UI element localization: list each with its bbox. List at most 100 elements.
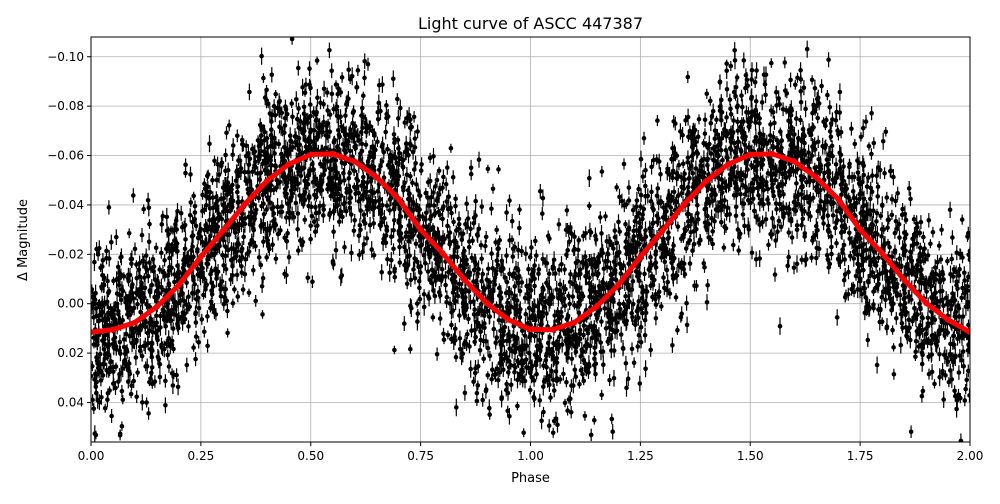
data-point [137,348,143,354]
data-point [572,344,578,349]
data-point [894,281,900,287]
data-point [255,171,260,176]
data-point [383,233,389,238]
data-point [517,207,522,212]
data-point [776,96,781,101]
data-point [631,237,636,243]
data-point [331,209,336,214]
data-point [252,216,257,222]
data-point [308,85,313,91]
data-point [485,345,491,351]
data-point [871,140,877,146]
data-point [440,206,445,212]
data-point [444,294,450,300]
data-point [887,292,892,297]
data-point [634,198,640,203]
data-point [344,208,349,214]
data-point [452,298,457,303]
data-point [173,304,178,309]
data-point [388,195,394,201]
data-point [437,212,443,217]
data-point [697,168,702,173]
data-point [828,234,834,239]
data-point [528,359,533,365]
data-point [354,84,360,90]
data-point [417,285,422,291]
data-point [421,252,427,258]
data-point [471,312,477,317]
data-point [220,202,226,208]
data-point [830,177,835,183]
data-point [641,206,647,212]
data-point [425,203,431,208]
data-point [636,274,641,279]
data-point [524,283,529,289]
data-point [297,193,303,198]
data-point [788,77,793,83]
data-point [380,203,385,208]
data-point [863,295,868,300]
data-point [193,334,199,339]
data-point [494,366,500,372]
data-point [352,123,358,129]
data-point [93,384,99,390]
data-point [823,123,828,129]
data-point [507,310,512,315]
data-point [848,253,853,259]
data-point [925,321,931,326]
data-point [92,297,98,303]
data-point [207,206,213,211]
data-point [861,219,867,224]
data-point [755,217,761,222]
data-point [187,212,193,218]
data-point [473,366,478,371]
data-point [881,243,886,249]
data-point [352,132,357,137]
data-point [793,194,798,200]
data-point [846,269,851,275]
data-point [746,124,752,129]
data-point [817,205,823,210]
data-point [885,225,890,230]
data-point [756,193,761,198]
data-point [803,106,808,112]
data-point [534,353,539,359]
data-point [894,316,899,321]
data-point [695,176,700,181]
data-point [925,315,931,321]
data-point [599,247,605,252]
data-point [261,239,266,244]
data-point [249,210,254,215]
data-point [903,232,909,237]
data-point [179,314,185,320]
data-point [533,238,538,244]
data-point [731,89,737,95]
data-point [211,284,216,289]
data-point [166,231,171,237]
data-point [676,162,682,168]
data-point [492,278,497,284]
data-point [408,117,413,122]
data-point [117,275,123,281]
data-point [826,152,832,158]
data-point [397,155,402,161]
data-point [586,280,592,286]
data-point [926,354,931,360]
data-point [202,186,208,192]
data-point [599,231,604,236]
data-point [384,103,389,108]
data-point [654,213,660,219]
data-point [803,30,808,35]
data-point [299,165,305,171]
data-point [948,272,953,277]
binned-point [879,250,886,257]
data-point [133,355,139,360]
data-point [511,363,517,369]
data-point [205,172,211,177]
data-point [670,145,675,151]
data-point [808,156,813,162]
data-point [460,231,466,236]
data-point [199,317,205,322]
data-point [337,180,343,185]
data-point [955,336,960,342]
